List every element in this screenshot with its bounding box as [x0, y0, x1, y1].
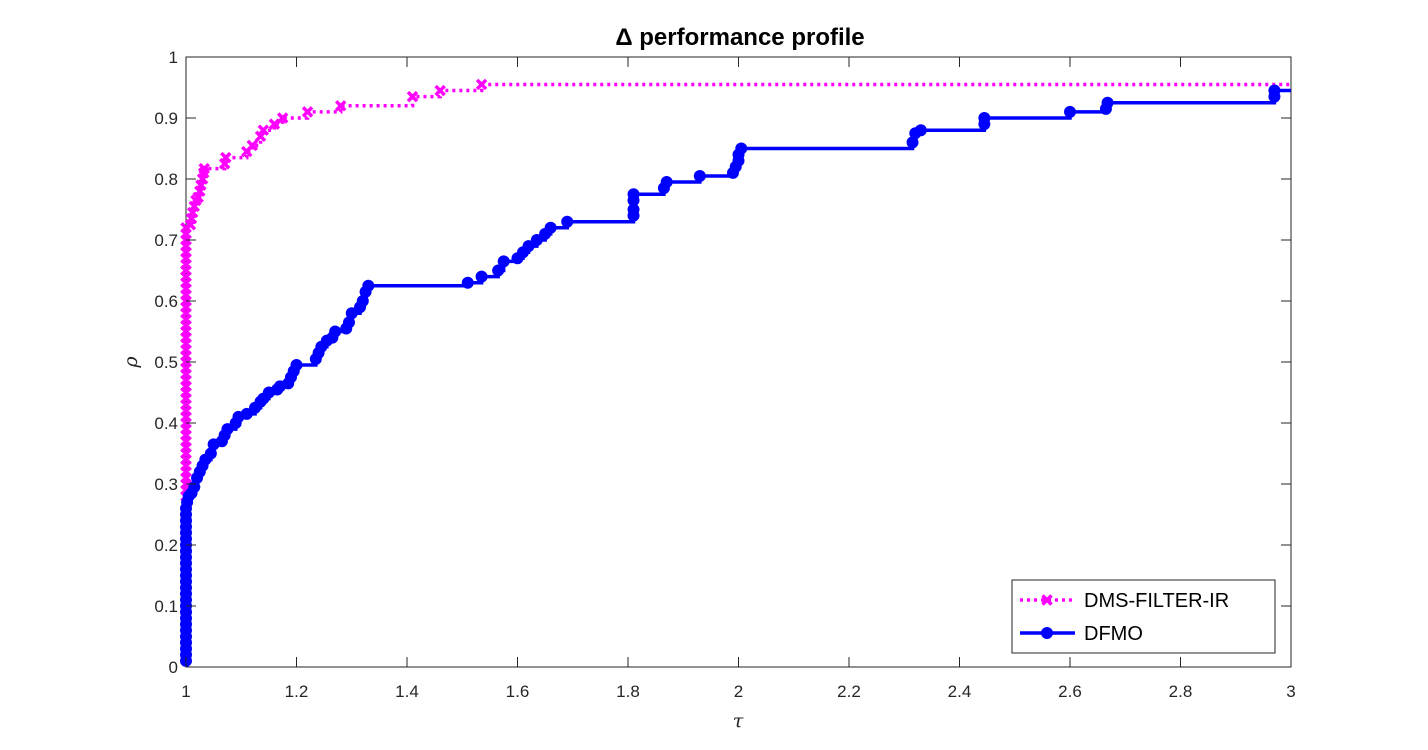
- data-point-dfmo: [329, 325, 342, 338]
- data-point-dfmo: [627, 188, 640, 201]
- data-point-dfmo: [290, 359, 303, 372]
- y-tick-label: 0.5: [154, 353, 178, 372]
- x-tick-label: 1: [181, 682, 190, 701]
- x-tick-label: 1.2: [285, 682, 309, 701]
- data-point-dfmo: [693, 169, 706, 182]
- x-tick-label: 1.8: [616, 682, 640, 701]
- y-tick-label: 0.3: [154, 475, 178, 494]
- y-tick-label: 0.8: [154, 170, 178, 189]
- x-tick-label: 3: [1286, 682, 1295, 701]
- chart-title: Δ performance profile: [615, 24, 864, 51]
- y-axis-label: ρ: [120, 356, 142, 369]
- y-tick-label: 0.6: [154, 292, 178, 311]
- x-tick-label: 1.6: [506, 682, 530, 701]
- legend-label-dms-filter-ir: DMS-FILTER-IR: [1084, 590, 1229, 612]
- data-point-dms-filter-ir: [406, 90, 419, 103]
- data-point-dfmo: [1268, 84, 1281, 97]
- data-point-dfmo: [240, 407, 253, 420]
- data-point-dfmo: [221, 423, 234, 436]
- x-tick-label: 2.8: [1169, 682, 1193, 701]
- x-tick-label: 2: [734, 682, 743, 701]
- data-point-dfmo: [475, 270, 488, 283]
- data-point-dfmo: [522, 240, 535, 253]
- data-point-dms-filter-ir: [434, 84, 446, 97]
- y-tick-label: 0.4: [154, 414, 178, 433]
- y-tick-label: 0.9: [154, 109, 178, 128]
- data-point-dfmo: [978, 112, 991, 124]
- data-point-dms-filter-ir: [198, 162, 210, 175]
- y-tick-label: 1: [169, 48, 178, 67]
- data-point-dfmo: [362, 279, 375, 292]
- data-point-dfmo: [660, 176, 673, 189]
- data-point-dfmo: [492, 264, 505, 277]
- series-layer: [180, 78, 1293, 667]
- data-point-dms-filter-ir: [257, 124, 270, 136]
- data-point-dms-filter-ir: [220, 151, 232, 164]
- data-point-dfmo: [1064, 105, 1076, 118]
- data-point-dfmo: [497, 255, 510, 268]
- data-point-dfmo: [735, 142, 748, 155]
- data-point-dms-filter-ir: [254, 130, 267, 143]
- y-tick-label: 0: [169, 658, 178, 677]
- data-point-dfmo: [345, 307, 358, 320]
- legend-box: [1011, 579, 1276, 654]
- legend-marker-dfmo: [1041, 627, 1053, 639]
- data-point-dms-filter-ir: [334, 100, 347, 112]
- data-point-dms-filter-ir: [475, 78, 488, 91]
- data-point-dfmo: [544, 221, 557, 234]
- axes-ticks: 1 1.2 1.4 1.6 1.8 2 2.2 2.4 2.6 2.8 3 0 0.1 0.2 0.3 0.4…: [154, 48, 1295, 701]
- data-point-dfmo: [461, 276, 474, 289]
- x-tick-label: 2.4: [948, 682, 972, 701]
- data-point-dms-filter-ir: [276, 112, 289, 124]
- data-point-dfmo: [1101, 96, 1114, 109]
- legend-marker-dms-filter-ir: [1041, 594, 1053, 606]
- data-point-dfmo: [561, 215, 574, 228]
- x-tick-label: 2.6: [1058, 682, 1082, 701]
- data-point-dms-filter-ir: [246, 139, 259, 152]
- y-tick-label: 0.2: [154, 536, 178, 555]
- legend-label-dfmo: DFMO: [1084, 623, 1143, 645]
- legend-marker-point-dfmo: [1041, 627, 1053, 639]
- y-tick-label: 0.7: [154, 231, 178, 250]
- legend-marker-point-dms-filter-ir: [1041, 594, 1053, 606]
- data-point-dms-filter-ir: [301, 106, 314, 118]
- x-tick-label: 2.2: [837, 682, 861, 701]
- data-point-dfmo: [530, 234, 543, 246]
- x-tick-label: 1.4: [395, 682, 419, 701]
- y-tick-label: 0.1: [154, 597, 178, 616]
- x-axis-label: τ: [733, 710, 744, 732]
- data-point-dfmo: [914, 124, 927, 137]
- legend: DMS-FILTER-IR DFMO: [1011, 579, 1276, 654]
